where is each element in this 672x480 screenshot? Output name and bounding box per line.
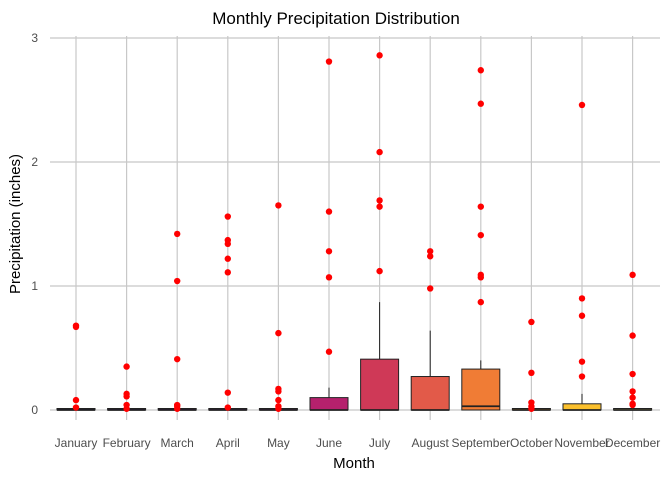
y-axis-ticks: 0 1 2 3 <box>31 31 38 417</box>
outlier-point-december <box>629 401 636 409</box>
outlier-point-march <box>174 277 181 285</box>
outlier-point-june <box>325 248 333 255</box>
outlier-point-september <box>477 100 484 107</box>
outlier-point-november <box>578 101 586 109</box>
outlier-point-july <box>376 148 383 156</box>
outlier-point-july <box>376 203 383 210</box>
box-rect-august <box>410 376 450 411</box>
y-tick-label: 2 <box>31 155 38 169</box>
outlier-point-january <box>72 323 80 331</box>
outlier-point-september <box>477 298 484 306</box>
outlier-point-may <box>275 329 282 337</box>
box-june <box>309 387 349 411</box>
box-august <box>410 330 450 411</box>
outlier-point-november <box>578 358 586 365</box>
box-september <box>461 360 501 411</box>
outlier-point-december <box>629 332 636 339</box>
boxes-layer <box>56 302 653 411</box>
x-tick-label-june: June <box>316 436 342 450</box>
x-axis-title: Month <box>333 455 375 472</box>
outlier-point-february <box>123 405 130 412</box>
outlier-point-june <box>325 58 333 65</box>
outlier-point-december <box>629 394 636 401</box>
box-rect-september <box>461 368 501 411</box>
outlier-point-march <box>174 355 181 363</box>
outlier-point-october <box>528 369 535 376</box>
x-tick-label-february: February <box>103 436 151 450</box>
box-rect-november <box>562 403 602 411</box>
outlier-point-february <box>123 363 130 370</box>
gridlines <box>50 36 660 420</box>
outlier-point-october <box>528 405 535 412</box>
outlier-point-april <box>224 389 231 396</box>
outlier-point-august <box>427 285 434 292</box>
box-december <box>613 407 653 411</box>
box-july <box>360 302 400 411</box>
box-rect-june <box>309 397 349 411</box>
outlier-point-november <box>578 373 586 380</box>
x-tick-label-may: May <box>267 436 290 450</box>
y-tick-label: 3 <box>31 31 38 45</box>
y-tick-label: 1 <box>31 279 38 293</box>
outlier-point-june <box>325 348 333 355</box>
outlier-point-october <box>528 318 535 326</box>
x-tick-label-december: December <box>605 436 660 450</box>
outlier-point-july <box>376 52 383 59</box>
x-axis-ticks: January February March April May June July Augu… <box>55 436 661 450</box>
box-november <box>562 393 602 411</box>
x-tick-label-april: April <box>216 436 240 450</box>
x-tick-label-november: November <box>554 436 609 450</box>
outlier-point-march <box>174 405 181 412</box>
outlier-point-january <box>72 396 80 404</box>
box-rect-july <box>360 358 400 411</box>
outlier-point-september <box>477 203 484 210</box>
outlier-point-april <box>224 213 231 220</box>
outlier-point-september <box>477 231 484 239</box>
outlier-point-august <box>427 253 434 260</box>
outlier-point-december <box>629 370 636 378</box>
x-tick-label-january: January <box>55 436 98 450</box>
outlier-point-september <box>477 274 484 281</box>
outlier-point-december <box>629 388 636 395</box>
outlier-point-august <box>427 248 434 255</box>
chart-title: Monthly Precipitation Distribution <box>212 9 460 28</box>
outlier-point-may <box>275 405 282 412</box>
outlier-point-march <box>174 230 181 238</box>
outlier-point-november <box>578 295 586 302</box>
x-tick-label-october: October <box>510 436 553 450</box>
outlier-point-january <box>72 404 80 411</box>
outlier-point-september <box>477 67 484 74</box>
outlier-point-november <box>578 312 586 319</box>
outlier-point-may <box>275 388 282 395</box>
outlier-point-july <box>376 197 383 204</box>
outlier-point-june <box>325 208 333 215</box>
outlier-point-june <box>325 274 333 281</box>
outlier-point-december <box>629 271 636 279</box>
x-tick-label-july: July <box>369 436 390 450</box>
outlier-point-february <box>123 393 130 400</box>
outlier-point-july <box>376 267 383 275</box>
outlier-point-april <box>224 404 231 411</box>
outliers-layer <box>72 52 636 412</box>
y-axis-title: Precipitation (inches) <box>7 154 24 294</box>
outlier-point-april <box>224 269 231 276</box>
outlier-point-april <box>224 240 231 248</box>
outlier-point-may <box>275 202 282 209</box>
y-tick-label: 0 <box>31 403 38 417</box>
x-tick-label-march: March <box>161 436 194 450</box>
x-tick-label-september: September <box>451 436 510 450</box>
x-tick-label-august: August <box>412 436 450 450</box>
outlier-point-may <box>275 396 282 404</box>
outlier-point-april <box>224 255 231 262</box>
